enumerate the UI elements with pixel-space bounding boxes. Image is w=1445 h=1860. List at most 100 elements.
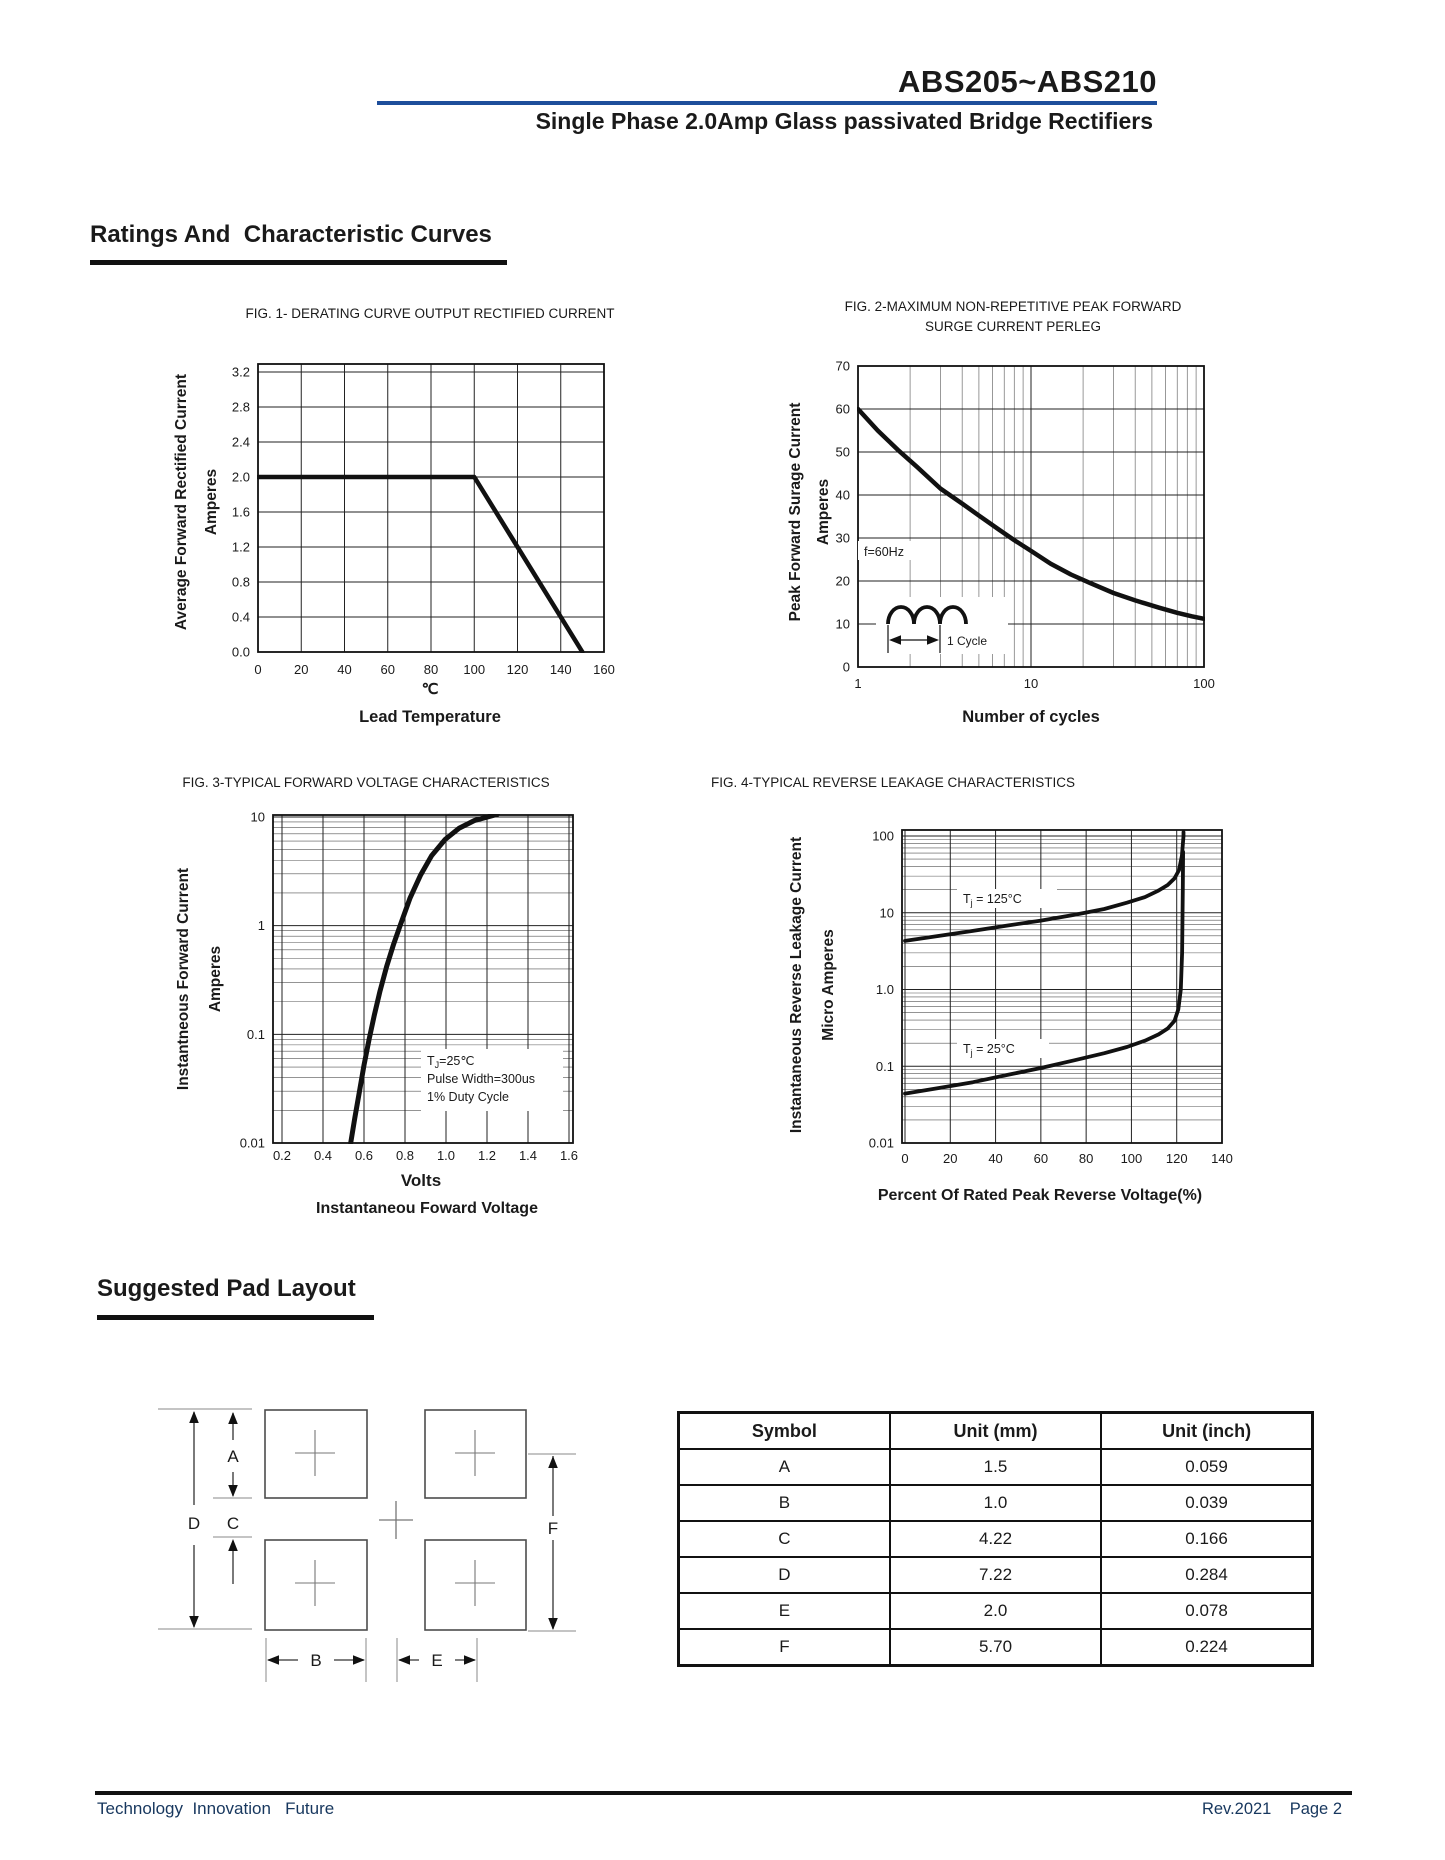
footer-revision-page: Rev.2021 Page 2	[1201, 1800, 1342, 1818]
svg-text:120: 120	[1166, 1151, 1188, 1166]
svg-text:0.4: 0.4	[232, 610, 250, 625]
svg-text:0.6: 0.6	[355, 1148, 373, 1163]
svg-text:60: 60	[1034, 1151, 1048, 1166]
svg-text:1.0: 1.0	[437, 1148, 455, 1163]
svg-text:1.2: 1.2	[232, 540, 250, 555]
svg-text:Tj = 25°C: Tj = 25°C	[963, 1042, 1015, 1058]
table-cell: 0.166	[1100, 1520, 1314, 1558]
section-underline-pad-layout	[97, 1315, 374, 1320]
fig3-chart: 10 1 0.1 0.01 0.2 0.4 0.6 0.8 1.0 1.2 1.4 1.6 FIG. 3…	[175, 775, 578, 1217]
svg-text:40: 40	[988, 1151, 1002, 1166]
table-cell: C	[677, 1520, 891, 1558]
column-header: Unit (inch)	[1100, 1411, 1314, 1450]
footer-divider	[95, 1791, 1352, 1795]
svg-text:0.0: 0.0	[232, 645, 250, 660]
svg-text:140: 140	[1211, 1151, 1233, 1166]
fig4-plot-frame	[901, 829, 1223, 1144]
svg-text:Peak Forward Surage Current: Peak Forward Surage Current	[787, 403, 804, 622]
svg-text:1.6: 1.6	[560, 1148, 578, 1163]
pad-dimensions-table-body: A 1.5 0.059 B 1.0 0.039 C 4.22 0.166 D 7.22 0.284 E 2…	[677, 1448, 1314, 1667]
svg-text:160: 160	[593, 662, 615, 677]
svg-text:0.8: 0.8	[232, 575, 250, 590]
solder-pad-3	[264, 1539, 368, 1631]
output-rectified-current-derating-curve	[257, 474, 585, 653]
solder-pad-4	[424, 1539, 527, 1631]
table-cell: 0.039	[1100, 1484, 1314, 1522]
svg-text:Instantneous Forward Current: Instantneous Forward Current	[175, 868, 192, 1090]
table-row: C 4.22 0.166	[677, 1520, 1314, 1558]
table-cell: 2.0	[888, 1592, 1103, 1630]
svg-text:2.8: 2.8	[232, 400, 250, 415]
svg-text:1% Duty Cycle: 1% Duty Cycle	[427, 1090, 509, 1104]
svg-text:1: 1	[854, 676, 861, 691]
svg-text:100: 100	[872, 829, 894, 844]
peak-forward-surge-current-curve	[857, 406, 1205, 622]
svg-text:20: 20	[836, 574, 850, 589]
svg-text:60: 60	[381, 662, 395, 677]
svg-text:60: 60	[836, 402, 850, 417]
svg-text:1.2: 1.2	[478, 1148, 496, 1163]
column-header: Unit (mm)	[888, 1411, 1103, 1450]
svg-text:10: 10	[251, 810, 265, 825]
svg-text:Amperes: Amperes	[815, 479, 832, 545]
svg-text:D: D	[188, 1514, 200, 1533]
svg-text:30: 30	[836, 531, 850, 546]
svg-text:Number of cycles: Number of cycles	[962, 708, 1100, 726]
svg-text:10: 10	[880, 905, 894, 920]
svg-text:1.6: 1.6	[232, 505, 250, 520]
header-divider	[377, 101, 1157, 105]
table-row: A 1.5 0.059	[677, 1448, 1314, 1486]
svg-text:80: 80	[424, 662, 438, 677]
svg-text:3.2: 3.2	[232, 365, 250, 380]
svg-text:Lead Temperature: Lead Temperature	[359, 708, 501, 726]
svg-text:FIG. 4-TYPICAL REVERSE LEAKAGE: FIG. 4-TYPICAL REVERSE LEAKAGE CHARACTER…	[711, 775, 1075, 790]
svg-text:SURGE CURRENT PERLEG: SURGE CURRENT PERLEG	[925, 319, 1101, 334]
svg-text:Percent Of Rated Peak Reverse: Percent Of Rated Peak Reverse Voltage(%)	[878, 1187, 1202, 1204]
svg-text:C: C	[227, 1514, 239, 1533]
svg-text:℃: ℃	[422, 681, 439, 698]
reverse-leakage-125C-curve	[903, 830, 1186, 943]
svg-text:A: A	[227, 1447, 239, 1466]
table-cell: 0.059	[1100, 1448, 1314, 1486]
svg-text:0: 0	[843, 660, 850, 675]
fig2-plot-frame	[857, 365, 1205, 668]
table-cell: 5.70	[888, 1628, 1103, 1667]
table-cell: A	[677, 1448, 891, 1486]
svg-text:f=60Hz: f=60Hz	[864, 545, 904, 559]
svg-text:F: F	[548, 1519, 558, 1538]
footer-slogan: Technology Innovation Future	[97, 1799, 335, 1818]
section-title-pad-layout: Suggested Pad Layout	[97, 1275, 356, 1302]
section-underline-ratings	[90, 260, 507, 265]
table-cell: B	[677, 1484, 891, 1522]
svg-text:1.4: 1.4	[519, 1148, 537, 1163]
svg-text:0.01: 0.01	[240, 1136, 265, 1151]
table-cell: F	[677, 1628, 891, 1667]
instantaneous-forward-voltage-curve	[348, 814, 500, 1144]
svg-text:10: 10	[1024, 676, 1038, 691]
svg-text:TJ=25℃: TJ=25℃	[427, 1054, 474, 1070]
svg-text:1 Cycle: 1 Cycle	[947, 634, 987, 648]
svg-text:2.4: 2.4	[232, 435, 250, 450]
svg-text:Micro Amperes: Micro Amperes	[820, 929, 837, 1040]
svg-text:10: 10	[836, 617, 850, 632]
svg-text:100: 100	[463, 662, 485, 677]
page-subtitle: Single Phase 2.0Amp Glass passivated Bri…	[535, 108, 1153, 134]
svg-text:Amperes: Amperes	[207, 946, 224, 1012]
svg-text:Amperes: Amperes	[203, 469, 220, 535]
svg-text:Average Forward Rectified Curr: Average Forward Rectified Current	[173, 374, 190, 630]
svg-text:0.1: 0.1	[876, 1059, 894, 1074]
svg-text:1: 1	[258, 918, 265, 933]
table-cell: 0.078	[1100, 1592, 1314, 1630]
svg-text:Instantaneous Reverse Leakage: Instantaneous Reverse Leakage Current	[788, 837, 805, 1133]
svg-text:140: 140	[550, 662, 572, 677]
svg-text:120: 120	[507, 662, 529, 677]
fig4-chart: 100 10 1.0 0.1 0.01 0 20 40 60 80 100 120 140 FIG. 4-…	[711, 775, 1233, 1204]
svg-text:Pulse Width=300us: Pulse Width=300us	[427, 1072, 535, 1086]
table-cell: 1.5	[888, 1448, 1103, 1486]
reverse-leakage-25C-curve	[903, 850, 1185, 1096]
half-sine-cycles-glyph	[886, 605, 968, 625]
svg-text:50: 50	[836, 445, 850, 460]
svg-text:40: 40	[337, 662, 351, 677]
svg-text:2.0: 2.0	[232, 470, 250, 485]
